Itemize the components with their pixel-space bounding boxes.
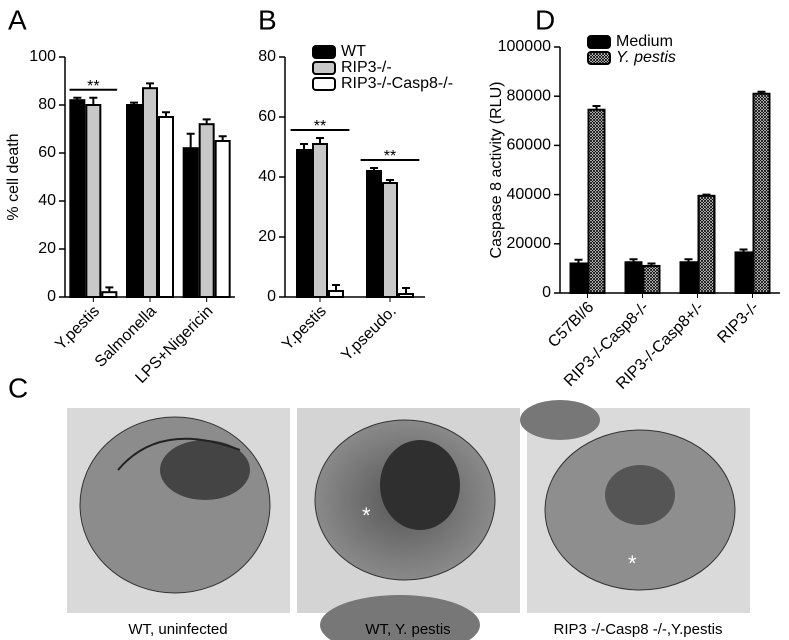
- x-tick-label: Y.pestis: [52, 303, 103, 354]
- y-axis-label: % cell death: [5, 133, 22, 220]
- error-bar: [130, 101, 138, 105]
- y-tick-label: 0: [542, 284, 551, 301]
- y-tick-label: 60000: [507, 137, 552, 154]
- error-bar: [386, 179, 394, 183]
- error-bar: [332, 284, 340, 291]
- y-tick-label: 40: [258, 168, 276, 185]
- y-tick-label: 40: [38, 192, 56, 209]
- annotation: **: [87, 78, 99, 95]
- bar: [752, 92, 771, 294]
- bar: [366, 170, 382, 298]
- y-tick-label: 0: [267, 288, 276, 305]
- micrograph: *: [520, 400, 750, 613]
- legend-swatch: [312, 45, 336, 59]
- bar: [587, 108, 606, 295]
- legend-label: Y. pestis: [616, 49, 676, 66]
- bar: [734, 251, 753, 295]
- annotation: **: [384, 148, 396, 165]
- legend-label: Medium: [616, 33, 673, 50]
- y-tick-label: 20: [38, 240, 56, 257]
- bar: [569, 262, 588, 295]
- error-bar: [300, 143, 308, 150]
- error-bar: [402, 287, 410, 294]
- error-bar: [89, 96, 98, 105]
- bar: [624, 261, 643, 294]
- error-bar: [629, 258, 638, 263]
- y-tick-label: 80: [38, 96, 56, 113]
- y-tick-label: 40000: [507, 186, 552, 203]
- y-tick-label: 100000: [498, 38, 551, 55]
- legend-swatch: [312, 77, 336, 91]
- x-tick-label: Y.pseudo.: [338, 303, 400, 365]
- bar: [142, 87, 158, 298]
- error-bar: [684, 258, 693, 263]
- micrograph: [67, 408, 290, 613]
- bar: [296, 149, 312, 298]
- y-tick-label: 100: [29, 48, 56, 65]
- svg-text:*: *: [362, 503, 371, 528]
- bar: [126, 104, 142, 298]
- y-axis-label: Caspase 8 activity (RLU): [488, 82, 505, 259]
- legend-label: WT: [341, 43, 366, 60]
- error-bar: [146, 82, 154, 89]
- legend-swatch: [587, 51, 611, 65]
- bar: [382, 182, 398, 298]
- bar: [101, 291, 118, 299]
- error-bar: [202, 118, 211, 125]
- error-bar: [162, 111, 170, 117]
- error-bar: [757, 90, 766, 94]
- bar: [158, 116, 174, 298]
- bar: [679, 261, 698, 294]
- y-tick-label: 20: [258, 228, 276, 245]
- bar: [85, 104, 102, 298]
- y-tick-label: 20000: [507, 235, 552, 252]
- error-bar: [105, 286, 114, 293]
- bar: [214, 140, 231, 298]
- caption: WT, uninfected: [128, 621, 227, 638]
- micrograph: *: [297, 408, 520, 640]
- bar: [198, 123, 215, 298]
- y-tick-label: 80: [258, 48, 276, 65]
- caption: RIP3 -/-Casp8 -/-,Y.pestis: [554, 621, 723, 638]
- error-bar: [592, 105, 601, 110]
- svg-text:*: *: [628, 551, 637, 576]
- panel-label: D: [535, 4, 555, 35]
- panel-label: B: [258, 4, 277, 35]
- x-tick-label: RIP3-/-: [714, 299, 762, 347]
- panel-label: A: [8, 4, 27, 35]
- caption: WT, Y. pestis: [365, 621, 450, 638]
- error-bar: [73, 96, 82, 101]
- legend-swatch: [312, 61, 336, 75]
- x-tick-label: Y.pestis: [279, 303, 330, 354]
- legend-label: RIP3-/-: [341, 59, 392, 76]
- y-tick-label: 0: [47, 288, 56, 305]
- annotation: **: [314, 118, 326, 135]
- error-bar: [647, 262, 656, 266]
- legend-swatch: [587, 35, 611, 49]
- bar: [697, 194, 716, 294]
- legend-label: RIP3-/-Casp8-/-: [341, 75, 453, 92]
- error-bar: [370, 167, 378, 171]
- error-bar: [702, 193, 711, 196]
- bar: [182, 147, 199, 298]
- y-tick-label: 60: [258, 108, 276, 125]
- error-bar: [316, 137, 324, 144]
- panel-label: C: [8, 372, 28, 403]
- y-tick-label: 80000: [507, 87, 552, 104]
- bar: [328, 290, 344, 298]
- bar: [642, 264, 661, 295]
- bar: [398, 293, 414, 298]
- y-tick-label: 60: [38, 144, 56, 161]
- bar: [312, 143, 328, 298]
- error-bar: [574, 258, 583, 264]
- error-bar: [186, 132, 195, 149]
- error-bar: [739, 248, 748, 253]
- bar: [69, 99, 86, 298]
- error-bar: [218, 135, 227, 141]
- x-tick-label: C57Bl/6: [545, 299, 597, 351]
